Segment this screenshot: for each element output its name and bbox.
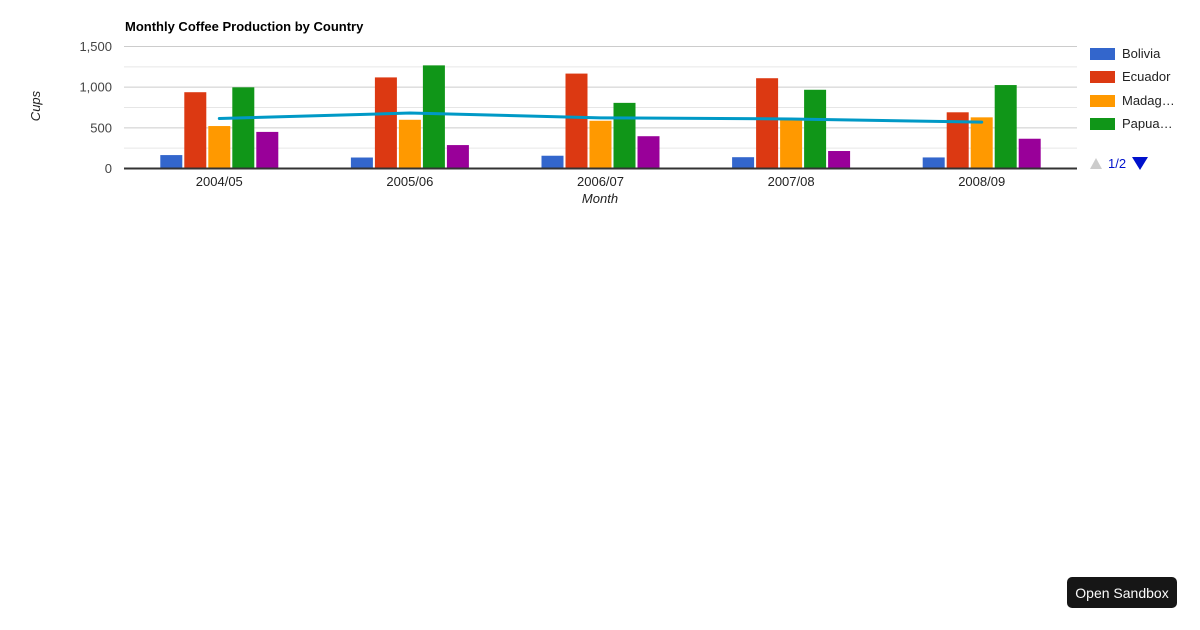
- bar-madag[interactable]: [780, 118, 803, 169]
- bar-papua[interactable]: [613, 102, 636, 169]
- legend-item: Bolivia: [1090, 46, 1161, 61]
- bar-series[interactable]: [1018, 138, 1041, 169]
- legend-swatch-icon: [1090, 70, 1115, 83]
- legend-item: Ecuador: [1090, 69, 1171, 84]
- bar-papua[interactable]: [422, 65, 445, 169]
- bar-madag[interactable]: [970, 117, 993, 169]
- bar-ecuador[interactable]: [184, 92, 207, 169]
- legend: Bolivia Ecuador Madag… Papua…: [1090, 0, 1200, 140]
- legend-item: Madag…: [1090, 93, 1175, 108]
- bar-series[interactable]: [256, 131, 279, 169]
- bar-papua[interactable]: [232, 87, 255, 169]
- legend-swatch-icon: [1090, 94, 1115, 107]
- open-sandbox-button[interactable]: Open Sandbox: [1067, 577, 1177, 608]
- legend-swatch-icon: [1090, 117, 1115, 130]
- legend-swatch-icon: [1090, 47, 1115, 60]
- x-axis-title: Month: [581, 191, 619, 206]
- y-axis-tick-label: 0: [105, 161, 112, 176]
- bar-papua[interactable]: [994, 85, 1017, 169]
- bar-bolivia[interactable]: [732, 157, 755, 169]
- y-axis-tick-label: 1,000: [79, 80, 112, 95]
- combo-chart: Monthly Coffee Production by Country 0 50…: [0, 0, 1200, 230]
- bar-papua[interactable]: [804, 89, 827, 169]
- bar-series[interactable]: [446, 145, 469, 169]
- x-axis-tick-label: 2008/09: [958, 174, 1005, 189]
- legend-item-label: Madag…: [1122, 93, 1175, 108]
- legend-page-indicator: 1/2: [1108, 155, 1127, 171]
- legend-next-arrow-icon[interactable]: [1132, 156, 1149, 170]
- bar-bolivia[interactable]: [350, 157, 373, 169]
- bar-ecuador[interactable]: [946, 112, 969, 169]
- bar-ecuador[interactable]: [565, 73, 588, 169]
- bar-madag[interactable]: [208, 126, 231, 169]
- bar-bolivia[interactable]: [160, 155, 183, 169]
- legend-pagination: 1/2: [1090, 155, 1149, 171]
- x-axis-baseline: [124, 167, 1077, 170]
- bar-ecuador[interactable]: [756, 78, 779, 169]
- legend-item-label: Bolivia: [1122, 46, 1161, 61]
- y-axis-title: Cups: [28, 90, 43, 122]
- x-axis-tick-label: 2006/07: [577, 174, 624, 189]
- bar-ecuador[interactable]: [374, 77, 397, 169]
- y-axis-tick-label: 500: [90, 120, 112, 135]
- x-axis-tick-label: 2007/08: [768, 174, 815, 189]
- x-axis-tick-label: 2004/05: [196, 174, 243, 189]
- legend-item-label: Papua…: [1122, 116, 1173, 131]
- bar-series[interactable]: [637, 136, 660, 169]
- legend-prev-arrow-icon: [1090, 157, 1102, 169]
- legend-item: Papua…: [1090, 116, 1173, 131]
- bar-bolivia[interactable]: [922, 157, 945, 169]
- plot-area: 0 500 1,000 1,500 2004/05 2005/06 2006/07 2007/…: [79, 39, 1077, 189]
- y-axis-tick-label: 1,500: [79, 39, 112, 54]
- bar-series[interactable]: [828, 151, 851, 169]
- bar-madag[interactable]: [589, 120, 612, 169]
- bar-madag[interactable]: [398, 119, 421, 169]
- legend-item-label: Ecuador: [1122, 69, 1171, 84]
- chart-title: Monthly Coffee Production by Country: [125, 19, 364, 34]
- x-axis-tick-label: 2005/06: [386, 174, 433, 189]
- bar-bolivia[interactable]: [541, 155, 564, 169]
- trend-line[interactable]: [217, 111, 984, 124]
